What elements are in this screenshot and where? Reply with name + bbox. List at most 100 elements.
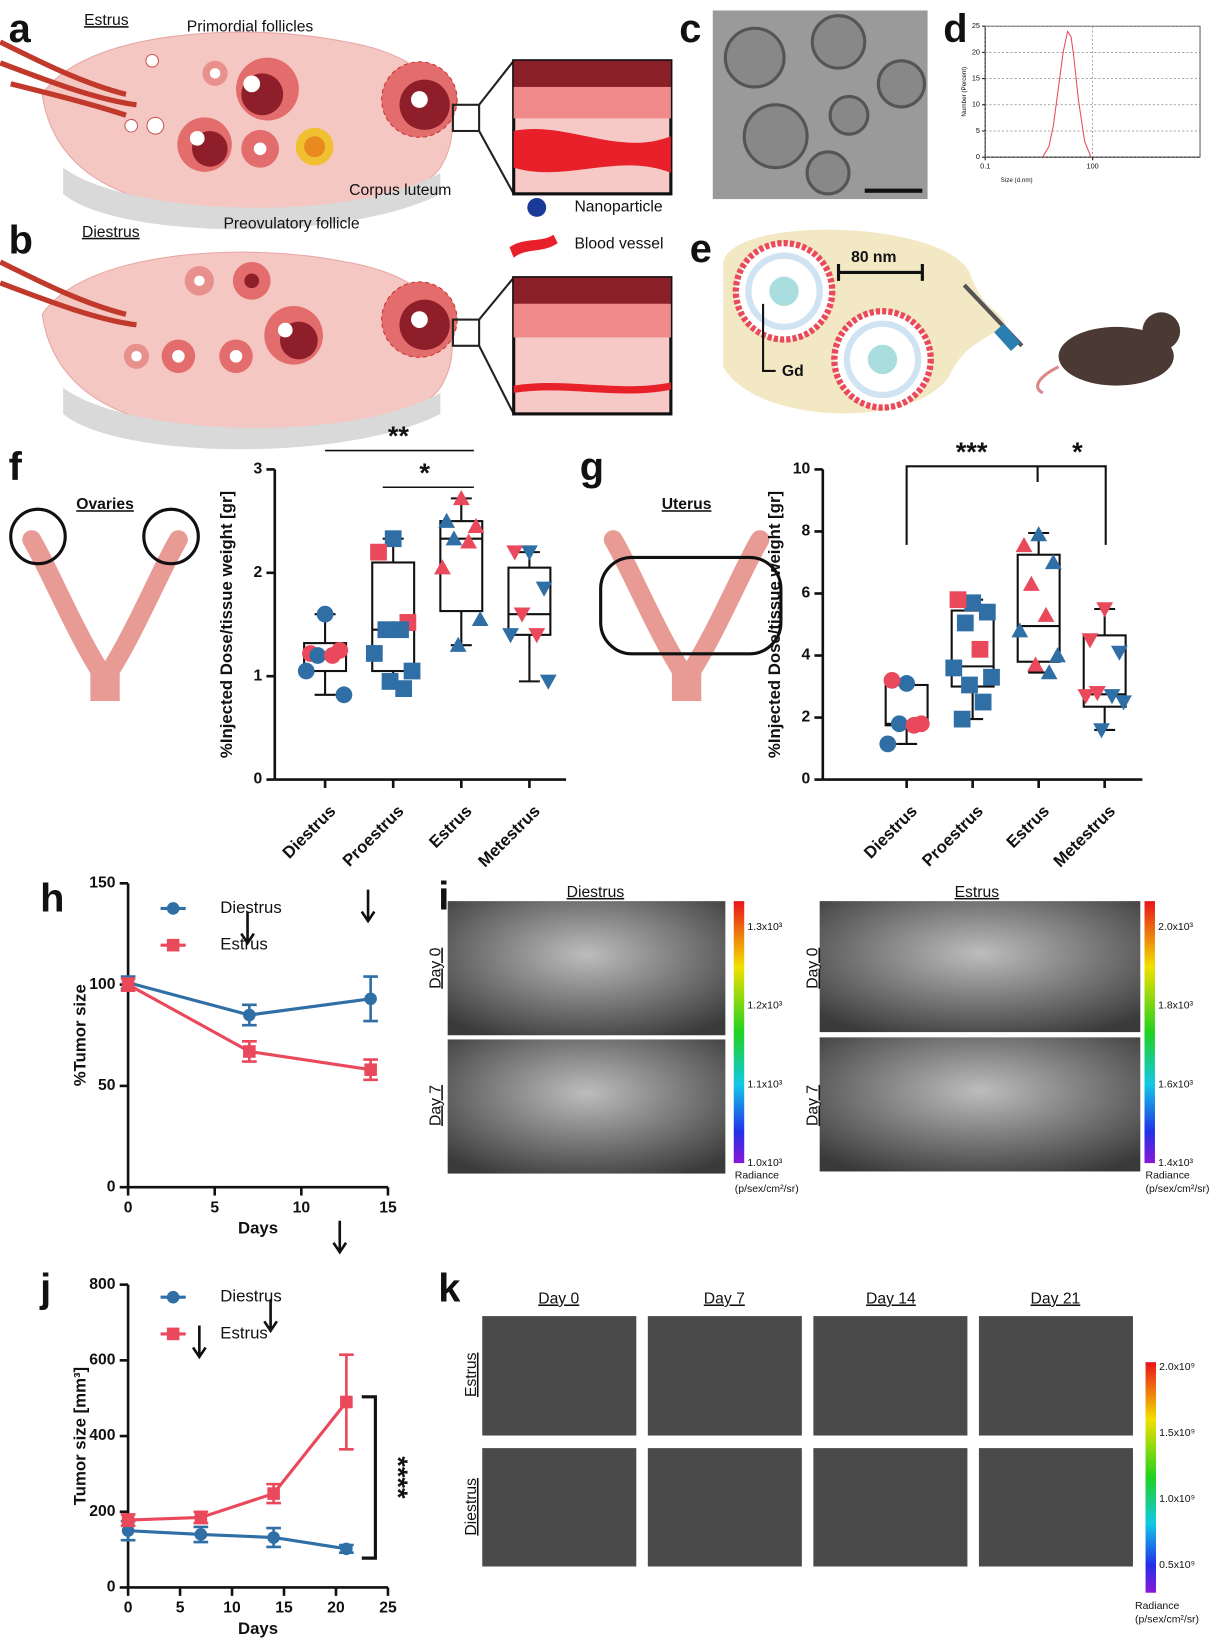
legend-label: Diestrus: [220, 898, 281, 917]
point: [381, 672, 399, 690]
panel-letter: j: [39, 1266, 51, 1310]
series-line: [128, 1529, 347, 1551]
y-tick-label: 2: [253, 564, 262, 581]
point: [121, 978, 135, 991]
point: [1077, 689, 1095, 705]
point: [452, 489, 470, 506]
label: Day 0: [427, 947, 444, 988]
y-tick-label: 800: [89, 1276, 115, 1293]
point: [166, 902, 180, 915]
panel-letter: i: [438, 875, 449, 919]
x-tick-label: Metestrus: [1050, 801, 1119, 870]
whisker-low: [450, 611, 472, 647]
whisker-low: [518, 634, 540, 683]
y-axis-title: %Injected Dose/tissue weight [gr]: [765, 491, 784, 758]
point: [340, 1542, 353, 1556]
x-tick-label: Proestrus: [918, 801, 987, 870]
point: [521, 545, 538, 561]
label: Gd: [782, 363, 804, 380]
y-tick-label: 8: [801, 523, 810, 540]
arrow: [332, 1220, 348, 1255]
whisker-low: [314, 671, 336, 696]
y-axis-title: %Tumor size: [70, 984, 89, 1086]
point: [535, 581, 553, 597]
label: 2.0x10⁹: [1159, 1362, 1195, 1373]
legend-label: Estrus: [220, 935, 267, 954]
box: [439, 520, 484, 613]
point: [971, 640, 989, 658]
label: 1.3x10³: [747, 922, 782, 933]
point: [445, 530, 463, 546]
point: [1040, 664, 1058, 680]
panel-letter: e: [690, 227, 712, 271]
arrow: [240, 911, 255, 946]
y-tick-label: 10: [972, 100, 980, 109]
x-tick-label: 0: [124, 1600, 133, 1617]
sig-bracket: [905, 465, 1107, 545]
label: Estrus: [84, 12, 129, 29]
x-tick-label: 10: [293, 1199, 311, 1216]
point: [467, 517, 485, 533]
point: [978, 603, 996, 621]
label: (p/sex/cm²/sr): [735, 1184, 799, 1195]
y-tick-label: 25: [972, 21, 980, 30]
sig-bracket: [361, 1395, 377, 1560]
x-tick-label: Estrus: [1003, 801, 1053, 851]
label: Radiance: [1146, 1170, 1190, 1181]
label: Preovulatory follicle: [223, 215, 359, 232]
point: [1110, 645, 1128, 661]
sig-label: *: [419, 457, 430, 488]
label: Estrus: [463, 1352, 480, 1397]
point: [1015, 537, 1033, 553]
series-line: [1042, 30, 1092, 158]
point: [166, 1327, 180, 1341]
point: [166, 938, 180, 952]
point: [953, 710, 971, 728]
label: Blood vessel: [574, 235, 663, 252]
point: [471, 610, 489, 627]
x-tick-label: Metestrus: [474, 801, 543, 870]
box: [1016, 553, 1061, 663]
x-axis-title: Size (d.nm): [1001, 177, 1033, 184]
y-tick-label: 0: [801, 771, 810, 788]
point: [377, 621, 395, 639]
y-tick-label: 15: [972, 74, 980, 83]
arrow: [191, 1325, 207, 1360]
label: Nanoparticle: [574, 199, 662, 216]
x-axis-title: Days: [238, 1219, 278, 1238]
label: (p/sex/cm²/sr): [1135, 1615, 1199, 1626]
point: [340, 1395, 353, 1409]
label: Estrus: [955, 884, 1000, 901]
point: [449, 636, 467, 652]
sig-label: *: [1072, 436, 1083, 467]
tem-image: [712, 10, 928, 200]
label: 1.8x10³: [1158, 1001, 1193, 1012]
x-tick-label: 5: [176, 1600, 185, 1617]
point: [1044, 554, 1062, 570]
point: [502, 628, 519, 644]
sig-label: **: [388, 420, 410, 451]
point: [1030, 526, 1048, 542]
label: 1.1x10³: [747, 1079, 782, 1090]
label: 1.2x10³: [747, 1001, 782, 1012]
point: [949, 591, 967, 609]
y-tick-label: 2: [801, 709, 810, 726]
label: Radiance: [1135, 1601, 1179, 1612]
point: [964, 594, 982, 612]
y-tick-label: 150: [89, 874, 115, 891]
label: Uterus: [662, 496, 712, 513]
y-tick-label: 0: [107, 1579, 116, 1596]
x-tick-label: 5: [210, 1199, 219, 1216]
point: [1037, 606, 1055, 622]
x-tick-label: Diestrus: [860, 801, 921, 862]
point: [324, 647, 341, 664]
point: [121, 1524, 135, 1537]
y-tick-label: 4: [801, 647, 810, 664]
label: Day 0: [805, 947, 822, 988]
x-tick-label: 25: [379, 1600, 397, 1617]
point: [297, 662, 315, 680]
x-tick-label: Estrus: [425, 801, 475, 851]
uterus-illustration: [9, 507, 783, 701]
y-tick-label: 6: [801, 585, 810, 602]
y-tick-label: 0: [253, 771, 262, 788]
